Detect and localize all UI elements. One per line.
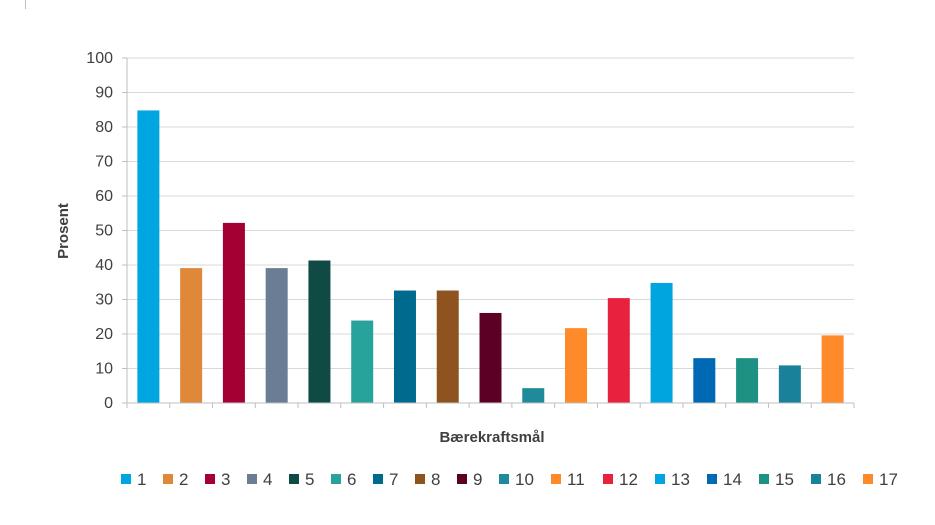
bar-17 — [821, 335, 844, 403]
legend-swatch-11 — [551, 474, 561, 484]
legend-label-7: 7 — [389, 470, 398, 489]
x-axis-title: Bærekraftsmål — [439, 429, 544, 446]
legend-swatch-14 — [707, 474, 717, 484]
legend-label-15: 15 — [775, 470, 794, 489]
y-tick-label: 50 — [95, 223, 113, 240]
y-tick-label: 90 — [95, 85, 113, 102]
legend-label-8: 8 — [431, 470, 440, 489]
legend-label-1: 1 — [137, 470, 146, 489]
legend-swatch-6 — [331, 474, 341, 484]
legend-swatch-9 — [457, 474, 467, 484]
bar-10 — [522, 388, 545, 403]
bar-4 — [265, 268, 288, 403]
bars — [137, 110, 844, 403]
legend-swatch-16 — [811, 474, 821, 484]
legend-label-2: 2 — [179, 470, 188, 489]
corner-mark — [25, 0, 26, 9]
legend-swatch-15 — [759, 474, 769, 484]
y-tick-label: 30 — [95, 292, 113, 309]
bar-13 — [650, 282, 673, 403]
bar-14 — [693, 358, 716, 403]
bar-3 — [222, 222, 245, 403]
legend: 1 2 3 4 5 6 7 8 9 10 11 12 13 14 15 16 17 — [121, 470, 898, 489]
legend-label-6: 6 — [347, 470, 356, 489]
bar-8 — [436, 290, 459, 403]
y-tick-label: 70 — [95, 154, 113, 171]
legend-swatch-7 — [373, 474, 383, 484]
y-tick-label: 40 — [95, 257, 113, 274]
legend-label-3: 3 — [221, 470, 230, 489]
legend-swatch-4 — [247, 474, 257, 484]
bar-1 — [137, 110, 160, 403]
legend-label-12: 12 — [619, 470, 638, 489]
legend-label-9: 9 — [473, 470, 482, 489]
bar-5 — [308, 260, 331, 403]
y-tick-label: 100 — [86, 50, 113, 67]
bar-7 — [393, 290, 416, 403]
y-tick-label: 0 — [104, 395, 113, 412]
bar-11 — [565, 328, 588, 403]
legend-swatch-3 — [205, 474, 215, 484]
bar-2 — [180, 268, 203, 403]
legend-label-5: 5 — [305, 470, 314, 489]
y-axis-title: Prosent — [55, 203, 72, 259]
legend-swatch-8 — [415, 474, 425, 484]
y-tick-labels: 0 10 20 30 40 50 60 70 80 90 100 — [86, 50, 127, 412]
legend-label-16: 16 — [827, 470, 846, 489]
legend-label-13: 13 — [671, 470, 690, 489]
bar-12 — [607, 298, 630, 403]
y-tick-label: 80 — [95, 119, 113, 136]
legend-swatch-12 — [603, 474, 613, 484]
bar-9 — [479, 312, 502, 403]
legend-label-17: 17 — [879, 470, 898, 489]
y-tick-label: 10 — [95, 361, 113, 378]
legend-swatch-1 — [121, 474, 131, 484]
x-tick-marks — [126, 403, 855, 408]
y-tick-label: 20 — [95, 326, 113, 343]
legend-swatch-2 — [163, 474, 173, 484]
bar-6 — [351, 320, 374, 403]
bar-15 — [736, 358, 759, 403]
legend-label-11: 11 — [567, 470, 585, 489]
legend-swatch-10 — [499, 474, 509, 484]
bar-16 — [778, 365, 801, 403]
y-tick-label: 60 — [95, 188, 113, 205]
legend-label-4: 4 — [263, 470, 272, 489]
legend-swatch-5 — [289, 474, 299, 484]
legend-swatch-13 — [655, 474, 665, 484]
legend-swatch-17 — [863, 474, 873, 484]
gridlines — [127, 57, 854, 369]
legend-label-14: 14 — [723, 470, 742, 489]
legend-label-10: 10 — [515, 470, 534, 489]
